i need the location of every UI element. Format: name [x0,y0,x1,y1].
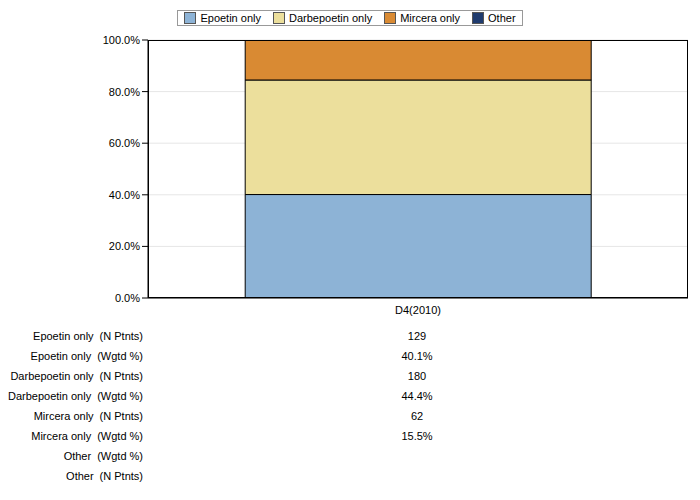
html-text:Darbepoetin only: Darbepoetin only [8,390,92,402]
html-text:129: 129 [407,330,427,342]
html-text:(Wgtd %): (Wgtd %) [97,350,143,362]
html-text:Mircera only: Mircera only [400,12,460,24]
svg-text:20.0%: 20.0% [109,240,140,252]
html-text:(N Ptnts): (N Ptnts) [99,330,143,342]
html-text:62: 62 [410,410,424,422]
html-text:(Wgtd %): (Wgtd %) [97,430,143,442]
html-text:Other: Other [488,12,516,24]
html-text:44.4%: 44.4% [401,390,433,402]
html-text:(Wgtd %): (Wgtd %) [97,390,143,402]
html-text:Other: Other [66,470,94,482]
html-text:(N Ptnts): (N Ptnts) [99,370,143,382]
html-text:Epoetin only: Epoetin only [30,350,92,362]
html-text:Mircera only: Mircera only [31,430,92,442]
html-text:Other: Other [63,450,92,462]
html-text:Darbepoetin only: Darbepoetin only [10,370,94,382]
html-text:40.1%: 40.1% [401,350,433,362]
svg-text:100.0%: 100.0% [103,34,141,46]
svg-text:60.0%: 60.0% [109,137,140,149]
html-text:Darbepoetin only: Darbepoetin only [289,12,373,24]
html-text:Mircera only: Mircera only [33,410,94,422]
svg-text:0.0%: 0.0% [115,292,140,304]
html-text:180: 180 [407,370,427,382]
html-text:Epoetin only: Epoetin only [200,12,261,24]
html-text:(N Ptnts): (N Ptnts) [99,470,143,482]
svg-text:80.0%: 80.0% [109,86,140,98]
html-text:(Wgtd %): (Wgtd %) [97,450,143,462]
svg-text:D4(2010): D4(2010) [395,304,441,316]
svg-text:40.0%: 40.0% [109,189,140,201]
html-text:(N Ptnts): (N Ptnts) [99,410,143,422]
html-text:Epoetin only: Epoetin only [33,330,94,342]
html-text:15.5%: 15.5% [401,430,433,442]
